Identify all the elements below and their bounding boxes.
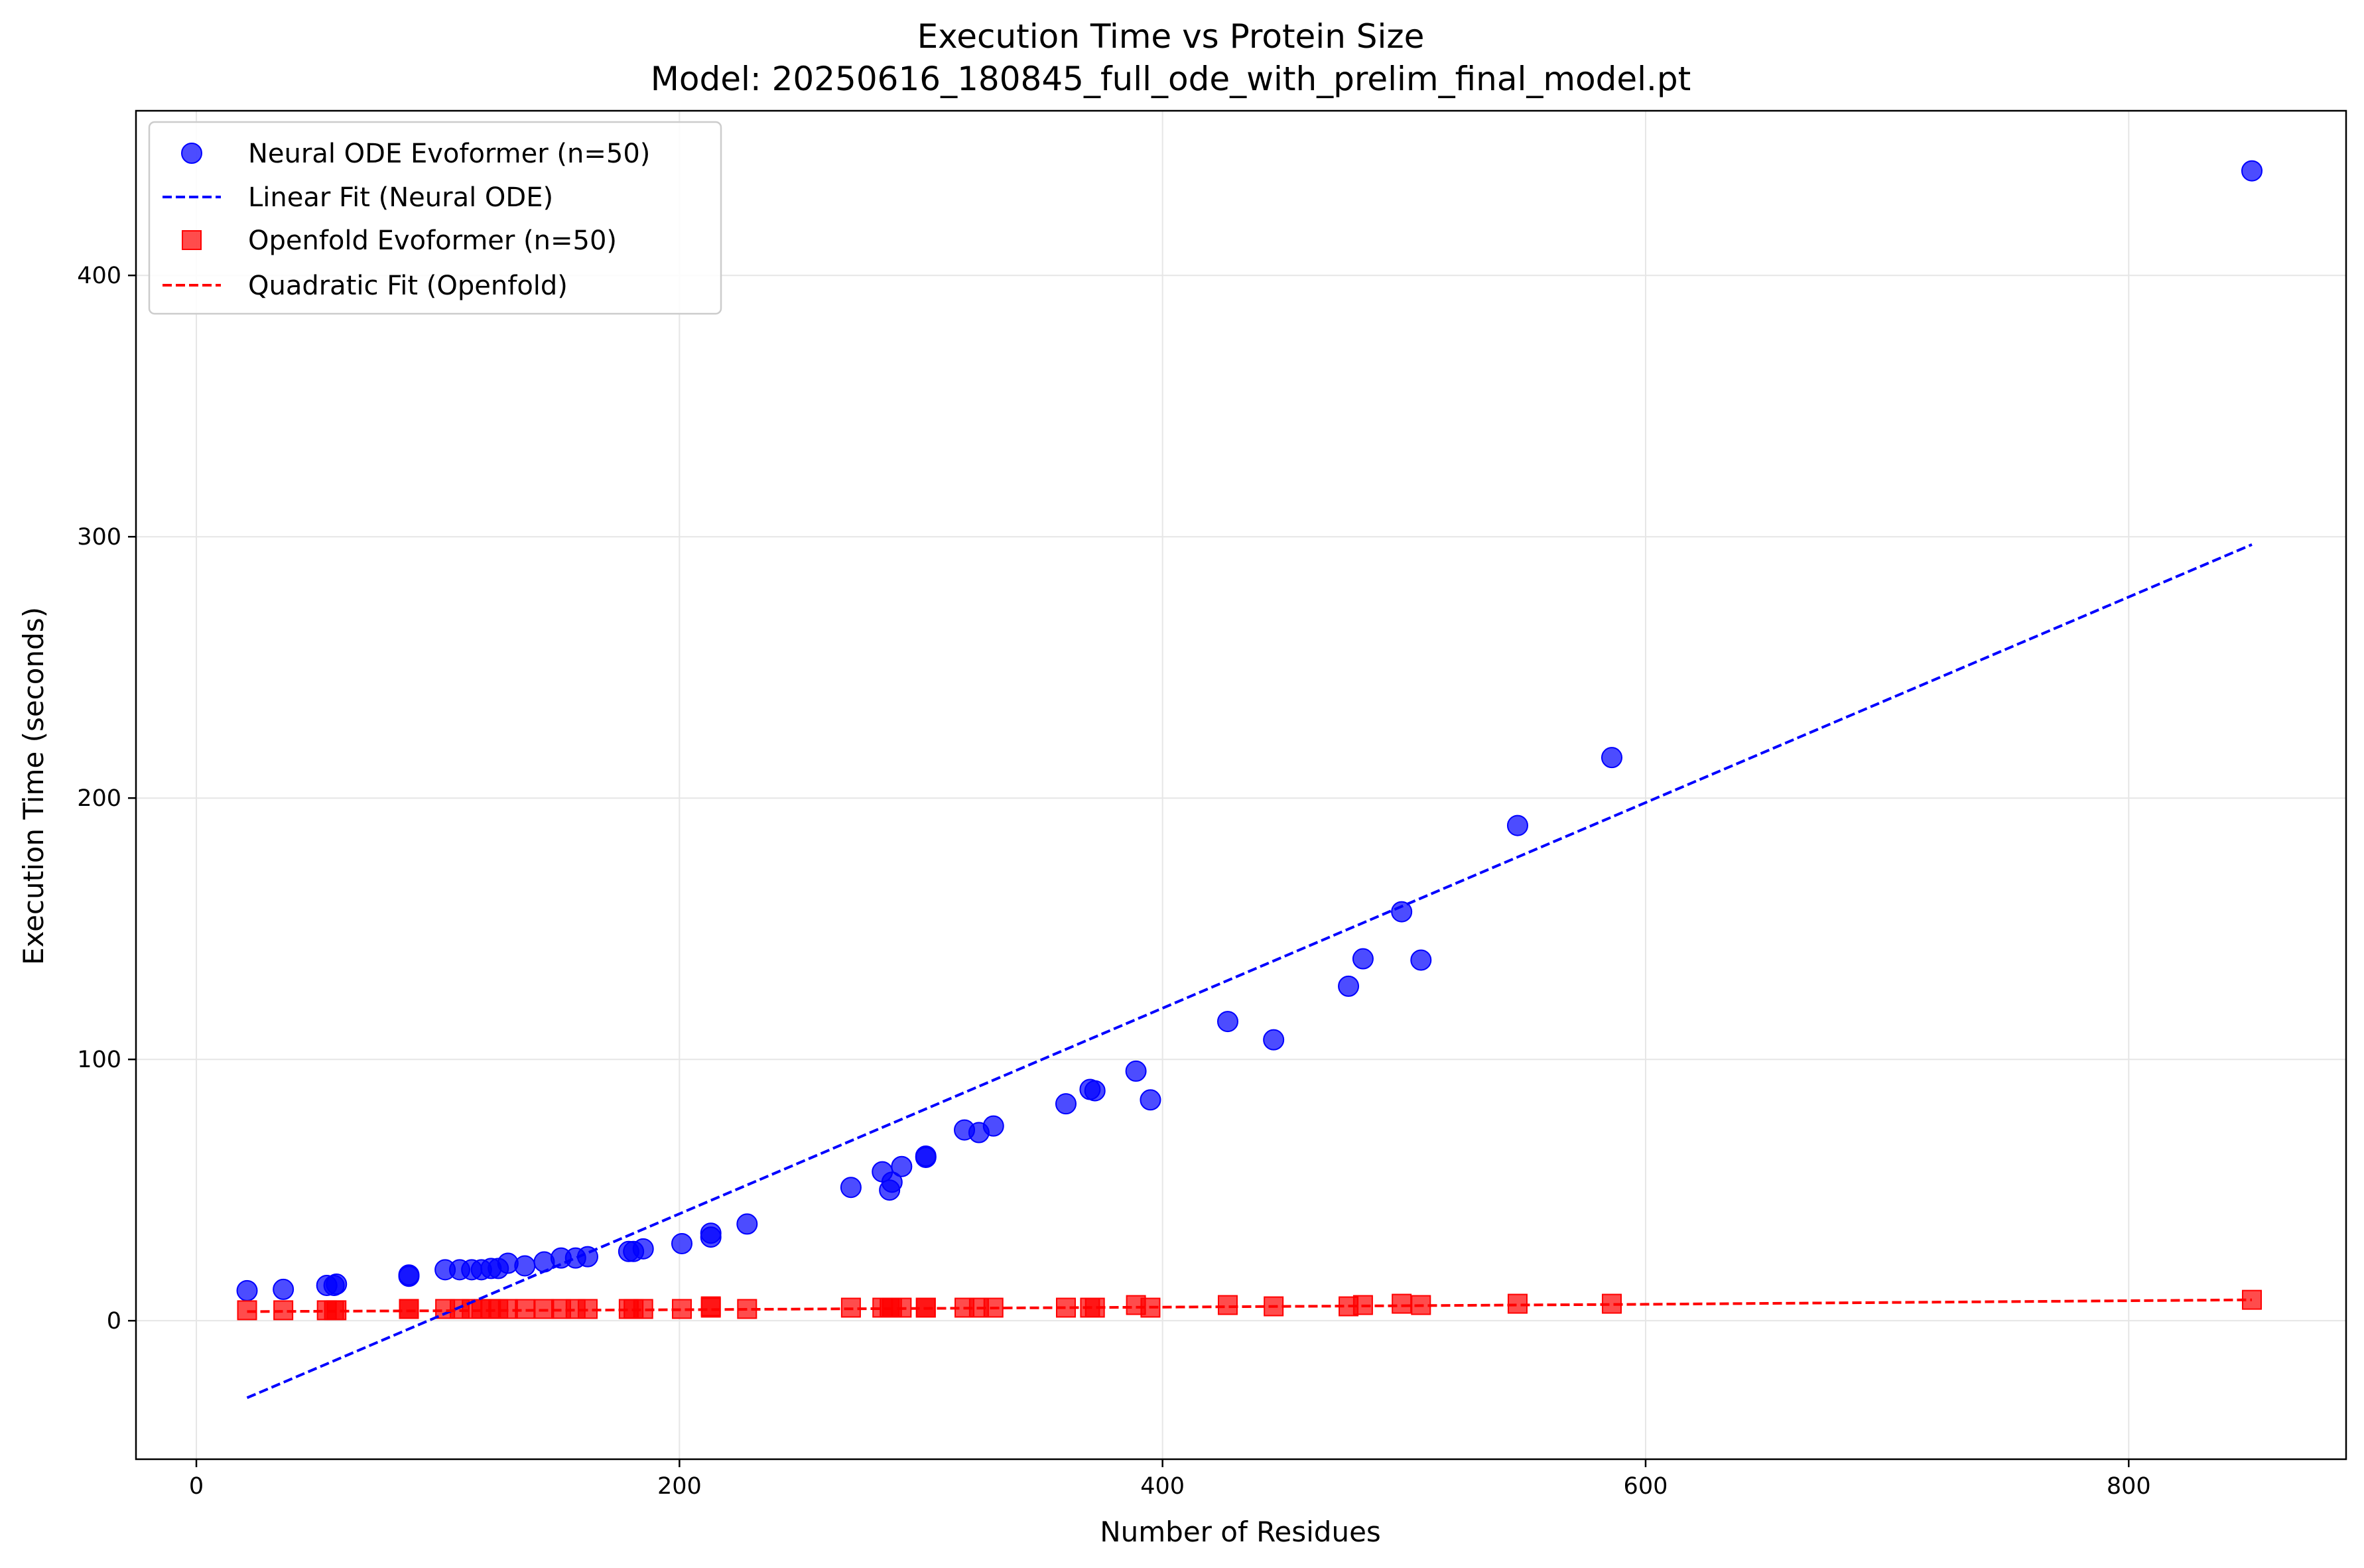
legend-label: Linear Fit (Neural ODE) — [248, 182, 553, 213]
neural-ode-point — [1125, 1060, 1147, 1082]
quadratic-fit-line — [247, 1298, 2253, 1313]
legend: Neural ODE Evoformer (n=50) Linear Fit (N… — [148, 121, 722, 315]
y-tick-label: 400 — [77, 263, 121, 289]
x-tick-label: 800 — [2107, 1473, 2151, 1500]
neural-ode-point — [1263, 1029, 1285, 1051]
legend-box — [148, 121, 722, 315]
legend-marker-square — [182, 230, 202, 250]
x-tick-label: 200 — [657, 1473, 702, 1500]
legend-label: Neural ODE Evoformer (n=50) — [248, 139, 650, 169]
neural-ode-point — [671, 1232, 692, 1254]
chart-title: Execution Time vs Protein Size — [917, 17, 1425, 56]
neural-ode-point — [2241, 160, 2263, 182]
openfold-point — [515, 1299, 535, 1319]
neural-ode-point — [1338, 975, 1360, 997]
openfold-point — [534, 1299, 555, 1319]
neural-ode-point — [891, 1155, 913, 1177]
grid — [136, 111, 2346, 1459]
x-axis-label: Number of Residues — [1100, 1516, 1381, 1548]
linear-fit-line — [246, 543, 2253, 1400]
neural-ode-point — [881, 1171, 903, 1193]
legend-marker-circle — [181, 143, 202, 164]
y-tick-label: 100 — [77, 1047, 121, 1073]
x-tick-label: 400 — [1140, 1473, 1185, 1500]
neural-ode-point — [326, 1274, 348, 1295]
x-tick-label: 0 — [189, 1473, 204, 1500]
openfold-point — [700, 1297, 721, 1318]
neural-ode-point — [736, 1213, 758, 1235]
neural-ode-point — [1410, 949, 1432, 971]
neural-ode-point — [1506, 815, 1528, 836]
neural-ode-point — [236, 1279, 258, 1301]
x-tick-label: 600 — [1624, 1473, 1668, 1500]
neural-ode-point — [398, 1264, 420, 1286]
neural-ode-point — [1216, 1011, 1238, 1033]
neural-ode-point — [1391, 901, 1413, 923]
neural-ode-point — [273, 1278, 295, 1300]
neural-ode-point — [514, 1255, 536, 1277]
y-axis-label: Execution Time (seconds) — [17, 607, 50, 965]
openfold-point — [399, 1299, 419, 1319]
y-tick-label: 0 — [107, 1308, 121, 1335]
plot-data — [236, 160, 2263, 1400]
y-tick-label: 200 — [77, 785, 121, 812]
openfold-point — [497, 1299, 518, 1319]
neural-ode-point — [632, 1238, 654, 1260]
axis-ticks: 0 200 400 600 800 0 100 200 300 400 — [77, 263, 2150, 1500]
plot-frame — [135, 109, 2347, 1461]
y-tick-label: 300 — [77, 524, 121, 551]
neural-ode-point — [1601, 747, 1622, 769]
neural-ode-point — [1084, 1080, 1106, 1102]
legend-label: Quadratic Fit (Openfold) — [248, 271, 568, 301]
neural-ode-point — [915, 1145, 937, 1167]
neural-ode-point — [840, 1177, 862, 1199]
neural-ode-point — [1352, 948, 1374, 970]
legend-label: Openfold Evoformer (n=50) — [248, 226, 617, 256]
neural-ode-point — [982, 1115, 1004, 1137]
plot-area — [136, 111, 2346, 1459]
openfold-point — [1217, 1295, 1238, 1315]
neural-ode-point — [1055, 1093, 1077, 1115]
openfold-point — [1392, 1293, 1412, 1314]
neural-ode-point — [700, 1226, 722, 1248]
neural-ode-point — [1140, 1089, 1161, 1111]
chart-subtitle: Model: 20250616_180845_full_ode_with_pre… — [651, 60, 1691, 98]
